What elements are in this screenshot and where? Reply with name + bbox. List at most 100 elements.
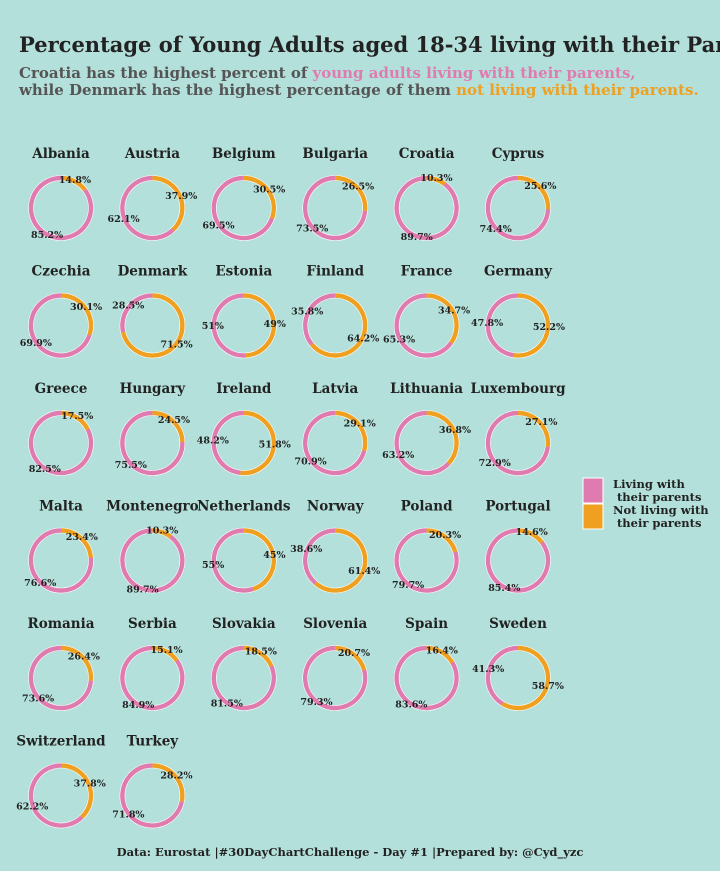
segment-edge: [60, 532, 89, 558]
segment-edge: [216, 415, 244, 471]
segment-edge: [393, 410, 451, 476]
value-label: 25.6%: [524, 181, 556, 192]
segment-edge: [426, 410, 460, 466]
segment-edge: [243, 175, 277, 220]
segment-edge: [28, 175, 94, 241]
segment-edge: [60, 645, 94, 681]
donut-segment: [426, 645, 455, 664]
chart-title: Spain: [405, 616, 448, 632]
donut-segment: [211, 410, 244, 476]
donut-segment: [313, 528, 368, 593]
segment-edge: [393, 527, 460, 594]
segment-edge: [426, 292, 460, 345]
segment-edge: [119, 175, 176, 241]
donut-segment: [302, 645, 368, 711]
donut-segment: [517, 175, 551, 210]
segment-edge: [28, 410, 94, 476]
segment-edge: [335, 650, 362, 671]
value-label: 30.1%: [70, 302, 102, 313]
donut-segment: [243, 528, 277, 592]
segment-edge: [335, 415, 363, 451]
chart-title: Luxembourg: [470, 381, 566, 397]
donut-segment: [394, 293, 454, 358]
value-label: 10.3%: [420, 173, 452, 184]
value-label: 17.5%: [61, 411, 93, 422]
donut-segment: [60, 763, 94, 819]
donut-segment: [60, 645, 94, 681]
segment-edge: [60, 527, 94, 558]
donut-segment: [426, 293, 460, 345]
segment-edge: [517, 175, 551, 210]
segment-edge: [503, 650, 546, 706]
chart-title: Bulgaria: [302, 146, 368, 162]
segment-edge: [302, 527, 336, 586]
donut-segment: [485, 645, 519, 706]
segment-edge: [485, 527, 551, 594]
segment-edge: [490, 180, 546, 236]
segment-edge: [313, 297, 363, 354]
value-label: 74.4%: [480, 224, 512, 235]
segment-edge: [60, 180, 84, 192]
segment-edge: [490, 532, 546, 589]
segment-edge: [152, 767, 181, 802]
donut-segment: [302, 175, 368, 241]
segment-edge: [426, 175, 447, 183]
value-label: 26.4%: [68, 652, 100, 663]
segment-edge: [240, 410, 277, 476]
segment-edge: [513, 292, 551, 359]
segment-edge: [426, 645, 455, 662]
segment-edge: [124, 767, 180, 824]
chart-title: Croatia: [399, 146, 455, 162]
segment-edge: [393, 645, 460, 711]
subtitle-part: Croatia has the highest percent of: [19, 64, 313, 82]
value-label: 71.5%: [161, 339, 193, 350]
segment-edge: [243, 532, 272, 587]
value-label: 76.6%: [24, 578, 56, 589]
donut-segment: [394, 175, 460, 241]
segment-edge: [490, 650, 519, 702]
value-label: 61.4%: [348, 566, 380, 577]
segment-edge: [215, 532, 253, 589]
value-label: 27.1%: [525, 417, 557, 428]
value-label: 48.2%: [197, 436, 229, 447]
donut-segment: [517, 528, 544, 544]
segment-edge: [517, 415, 546, 447]
donut-segment: [501, 645, 551, 711]
segment-edge: [33, 532, 89, 589]
segment-edge: [335, 645, 367, 670]
donut-segment: [243, 293, 277, 358]
donut-segment: [28, 763, 84, 828]
donut-segment: [119, 410, 185, 476]
chart-title: Slovenia: [303, 616, 367, 632]
subtitle-highlight: young adults living with their parents,: [312, 64, 636, 82]
segment-edge: [517, 532, 541, 544]
segment-edge: [28, 292, 93, 359]
value-label: 45%: [263, 550, 285, 561]
chart-title: Portugal: [485, 499, 550, 515]
value-label: 63.2%: [382, 450, 414, 461]
segment-edge: [119, 645, 186, 711]
chart-title: Czechia: [32, 264, 91, 280]
donut-segment: [394, 645, 460, 711]
value-label: 47.8%: [471, 318, 503, 329]
value-label: 89.7%: [126, 584, 158, 595]
segment-edge: [119, 762, 185, 829]
segment-edge: [119, 292, 153, 333]
value-label: 35.8%: [291, 307, 323, 318]
segment-edge: [309, 292, 368, 359]
segment-edge: [28, 527, 94, 594]
value-label: 28.5%: [112, 301, 144, 312]
value-label: 20.3%: [429, 530, 461, 541]
value-label: 82.5%: [29, 464, 61, 475]
value-label: 62.1%: [108, 214, 140, 225]
value-label: 37.8%: [74, 778, 106, 789]
donut-segment: [243, 645, 274, 668]
subtitle: Croatia has the highest percent of young…: [19, 64, 636, 82]
donut-segment: [394, 410, 451, 476]
segment-edge: [243, 650, 270, 668]
legend-label: Not living with: [613, 503, 709, 517]
value-label: 15.1%: [150, 645, 182, 656]
segment-edge: [302, 410, 367, 476]
chart-title: Hungary: [120, 381, 187, 397]
